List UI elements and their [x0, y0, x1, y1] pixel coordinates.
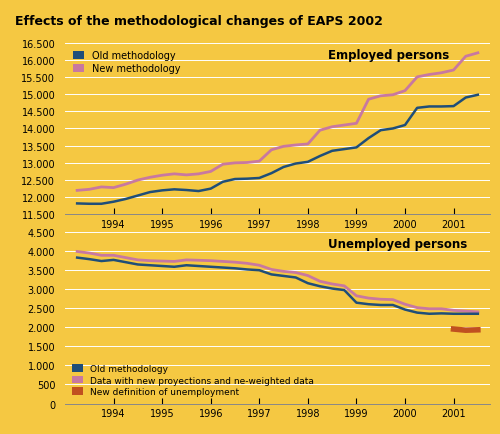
Text: Employed persons: Employed persons	[328, 49, 450, 62]
Legend: Old methodology, Data with new proyections and ne-weighted data, New definition : Old methodology, Data with new proyectio…	[70, 362, 317, 399]
Text: Effects of the methodological changes of EAPS 2002: Effects of the methodological changes of…	[15, 15, 383, 28]
Legend: Old methodology, New methodology: Old methodology, New methodology	[70, 48, 184, 77]
Text: Unemployed persons: Unemployed persons	[328, 237, 468, 250]
